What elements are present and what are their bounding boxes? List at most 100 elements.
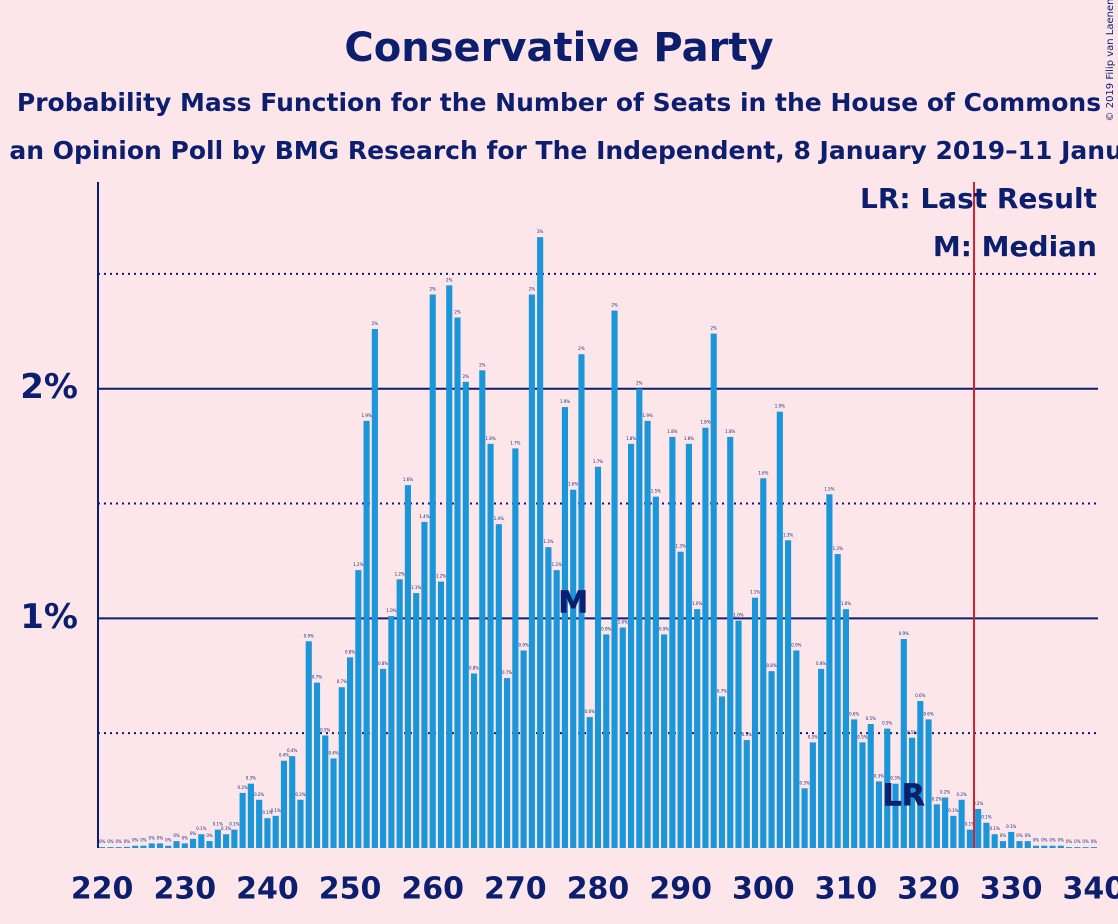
value-label: 1.4% (419, 514, 429, 519)
value-label: 1.4% (494, 516, 504, 521)
value-label: 0% (115, 839, 122, 844)
bar (925, 719, 932, 848)
y-tick-label: 2% (20, 367, 78, 407)
bar (950, 815, 957, 848)
bar (1057, 845, 1064, 848)
value-label: 0.5% (857, 734, 867, 739)
bar (884, 728, 891, 848)
bar (570, 489, 577, 848)
bar (958, 799, 965, 848)
value-label: 2% (446, 277, 453, 282)
bar (594, 466, 602, 848)
bar (462, 381, 469, 848)
value-label: 1.8% (667, 429, 677, 434)
value-label: 0% (173, 833, 180, 838)
bar (305, 641, 312, 848)
bar (421, 521, 428, 848)
value-label: 2% (529, 287, 536, 292)
value-label: 0% (1025, 833, 1032, 838)
bar (520, 650, 527, 848)
value-label: 2% (636, 381, 643, 386)
bar (396, 579, 403, 848)
value-label: 0% (107, 839, 114, 844)
value-label: 0.8% (378, 661, 388, 666)
bar (851, 719, 858, 848)
value-label: 1.2% (552, 562, 562, 567)
bar (652, 496, 659, 848)
x-tick-label: 340 (1063, 872, 1118, 907)
value-label: 0.1% (213, 822, 223, 827)
value-label: 0.4% (279, 753, 289, 758)
value-label: 0.1% (221, 826, 231, 831)
bar (223, 834, 230, 848)
bar (1074, 847, 1081, 848)
value-label: 0.9% (519, 642, 529, 647)
value-label: 1.1% (750, 590, 760, 595)
bar (785, 540, 792, 848)
value-label: 1.7% (510, 440, 520, 445)
value-label: 0% (140, 838, 147, 843)
value-label: 0.8% (469, 665, 479, 670)
bar (900, 639, 907, 848)
value-label: 0% (165, 838, 172, 843)
bar (710, 333, 717, 849)
bar (256, 799, 263, 848)
value-label: 1.0% (733, 613, 743, 618)
last-result-marker: LR (883, 779, 925, 814)
value-label: 0% (1091, 839, 1098, 844)
bar (818, 668, 825, 848)
bar (264, 818, 271, 848)
bar (280, 760, 288, 848)
value-label: 1.2% (353, 562, 363, 567)
value-label: 0% (1000, 833, 1007, 838)
value-label: 0.1% (196, 826, 206, 831)
value-label: 0.2% (940, 789, 950, 794)
value-label: 0.2% (932, 796, 942, 801)
value-label: 1.8% (485, 436, 495, 441)
x-tick-label: 280 (567, 872, 630, 907)
bar (999, 841, 1007, 848)
bar (189, 838, 197, 848)
bar (404, 485, 411, 848)
value-label: 1.9% (775, 404, 785, 409)
value-label: 0.2% (295, 792, 305, 797)
value-label: 1.0% (841, 601, 851, 606)
value-label: 0.7% (502, 670, 512, 675)
value-label: 0.9% (601, 626, 611, 631)
bar (156, 843, 164, 848)
value-label: 0.3% (890, 776, 900, 781)
value-label: 0.9% (659, 626, 669, 631)
bar (892, 783, 899, 848)
x-tick-label: 220 (71, 872, 134, 907)
bar (743, 740, 750, 848)
bar (826, 494, 833, 848)
bar (603, 634, 610, 848)
value-label: 0.1% (262, 810, 272, 815)
bar (917, 701, 924, 848)
value-label: 0.5% (882, 721, 892, 726)
bar (330, 758, 337, 848)
bar (1032, 845, 1040, 848)
value-label: 0.4% (287, 748, 297, 753)
bar (735, 620, 742, 848)
value-label: 0.3% (874, 773, 884, 778)
bar (677, 551, 684, 848)
bar (247, 783, 254, 848)
bar (727, 436, 734, 848)
value-label: 0.1% (229, 822, 239, 827)
bar (181, 843, 188, 848)
bar (702, 427, 709, 848)
legend-entry: LR: Last Result (860, 182, 1097, 215)
value-label: 0% (1033, 838, 1040, 843)
value-label: 1.8% (684, 436, 694, 441)
value-label: 0.6% (915, 693, 925, 698)
bar (983, 822, 990, 848)
value-label: 2% (454, 309, 461, 314)
bar (371, 328, 378, 848)
value-label: 0.2% (973, 801, 983, 806)
bar (388, 616, 395, 848)
value-label: 1.3% (783, 532, 793, 537)
value-label: 0.9% (899, 631, 909, 636)
value-label: 1.5% (651, 489, 661, 494)
bar (413, 593, 420, 848)
